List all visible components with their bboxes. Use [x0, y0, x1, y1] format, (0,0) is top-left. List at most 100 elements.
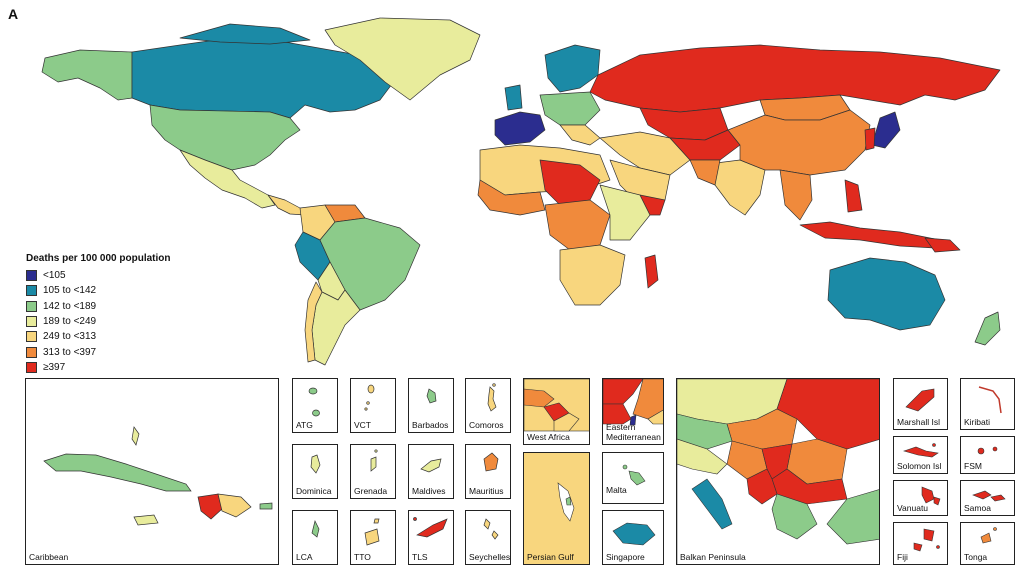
legend-item: 105 to <142 [26, 283, 171, 298]
region-west-africa [477, 179, 546, 216]
island-bahamas [131, 426, 140, 446]
region-china [727, 109, 871, 176]
region-png [924, 237, 961, 253]
region-usa [149, 104, 301, 171]
inset-grenada: Grenada [350, 444, 396, 499]
inset-label: Balkan Peninsula [680, 552, 746, 562]
legend-label: <105 [43, 270, 66, 282]
legend-label: 189 to <249 [43, 316, 97, 328]
inset-label: West Africa [527, 432, 570, 442]
region-madagascar [644, 254, 659, 289]
region-turkey-iran [599, 131, 691, 176]
region-indonesia [799, 221, 941, 249]
island-hispaniola-haiti [197, 493, 223, 520]
inset-west-africa: West Africa [523, 378, 590, 445]
inset-maldives: Maldives [408, 444, 454, 499]
legend-swatch [26, 285, 37, 297]
inset-label: Dominica [296, 486, 332, 496]
legend-item: 142 to <189 [26, 299, 171, 314]
inset-label: Marshall Isl [897, 417, 940, 427]
inset-label: Barbados [412, 420, 449, 430]
inset-persian-gulf: Persian Gulf [523, 452, 590, 565]
inset-fiji: Fiji [893, 522, 948, 565]
inset-label: Vanuatu [897, 503, 929, 513]
legend-item: 249 to <313 [26, 329, 171, 344]
inset-label: Kiribati [964, 417, 990, 427]
legend-label: 105 to <142 [43, 285, 97, 297]
legend-swatch [26, 361, 37, 373]
inset-tonga: Tonga [960, 522, 1015, 565]
region-new-zealand [974, 311, 1001, 346]
legend-label: 249 to <313 [43, 331, 97, 343]
inset-vct: VCT [350, 378, 396, 433]
legend-label: ≥397 [43, 361, 66, 373]
inset-label: LCA [296, 552, 313, 562]
legend-swatch [26, 270, 37, 282]
inset-label: Persian Gulf [527, 552, 574, 562]
inset-label: FSM [964, 461, 982, 471]
inset-label: Eastern [606, 422, 636, 432]
inset-label: Samoa [964, 503, 991, 513]
legend-swatch [26, 346, 37, 358]
region-italy-balkans [559, 124, 601, 146]
inset-label: Mediterranean [606, 432, 661, 442]
inset-label: Tonga [964, 552, 988, 562]
world-map [41, 17, 1001, 366]
panel-letter: A [8, 6, 19, 22]
region-chile [304, 281, 323, 363]
region-central-africa [544, 199, 611, 251]
region-philippines [844, 179, 863, 213]
inset-label: VCT [354, 420, 371, 430]
inset-label: Grenada [354, 486, 388, 496]
inset-label: Fiji [897, 552, 908, 562]
island-puerto-rico [259, 502, 273, 510]
inset-mauritius: Mauritius [465, 444, 511, 499]
legend-title: Deaths per 100 000 population [26, 253, 171, 264]
inset-label: Singapore [606, 552, 645, 562]
inset-label: Mauritius [469, 486, 504, 496]
inset-atg: ATG [292, 378, 338, 433]
region-brazil [319, 217, 421, 311]
legend-swatch [26, 300, 37, 312]
inset-label: Maldives [412, 486, 446, 496]
region-central-europe [539, 91, 601, 126]
inset-caribbean: Caribbean [25, 378, 279, 565]
island-cuba [43, 453, 192, 492]
inset-vanuatu: Vanuatu [893, 480, 948, 516]
inset-label: TLS [412, 552, 428, 562]
inset-marshall: Marshall Isl [893, 378, 948, 430]
inset-lca: LCA [292, 510, 338, 565]
region-alaska [41, 49, 133, 101]
region-indochina [779, 169, 813, 221]
inset-fsm: FSM [960, 436, 1015, 474]
inset-tto: TTO [350, 510, 396, 565]
legend-item: <105 [26, 268, 171, 283]
inset-label: TTO [354, 552, 371, 562]
inset-label: Solomon Isl [897, 461, 942, 471]
legend-item: ≥397 [26, 360, 171, 375]
region-uk [504, 84, 523, 111]
inset-label: Comoros [469, 420, 504, 430]
inset-samoa: Samoa [960, 480, 1015, 516]
region-pakistan [689, 159, 721, 186]
inset-comoros: Comoros [465, 378, 511, 433]
legend-swatch [26, 331, 37, 343]
region-greenland [324, 17, 481, 101]
legend-item: 189 to <249 [26, 314, 171, 329]
region-mexico [179, 149, 276, 209]
inset-dominica: Dominica [292, 444, 338, 499]
region-horn [639, 194, 666, 216]
inset-tls: TLS [408, 510, 454, 565]
inset-kiribati: Kiribati [960, 378, 1015, 430]
legend: Deaths per 100 000 population <105 105 t… [26, 253, 171, 375]
island-hispaniola-dr [217, 493, 252, 518]
region-australia [827, 257, 946, 331]
inset-singapore: Singapore [602, 510, 664, 565]
region-korea [864, 127, 876, 151]
inset-label: ATG [296, 420, 313, 430]
legend-swatch [26, 316, 37, 328]
legend-label: 142 to <189 [43, 300, 97, 312]
region-iberia-france [494, 111, 546, 146]
island-jamaica [133, 514, 159, 526]
inset-balkan: Balkan Peninsula [676, 378, 880, 565]
